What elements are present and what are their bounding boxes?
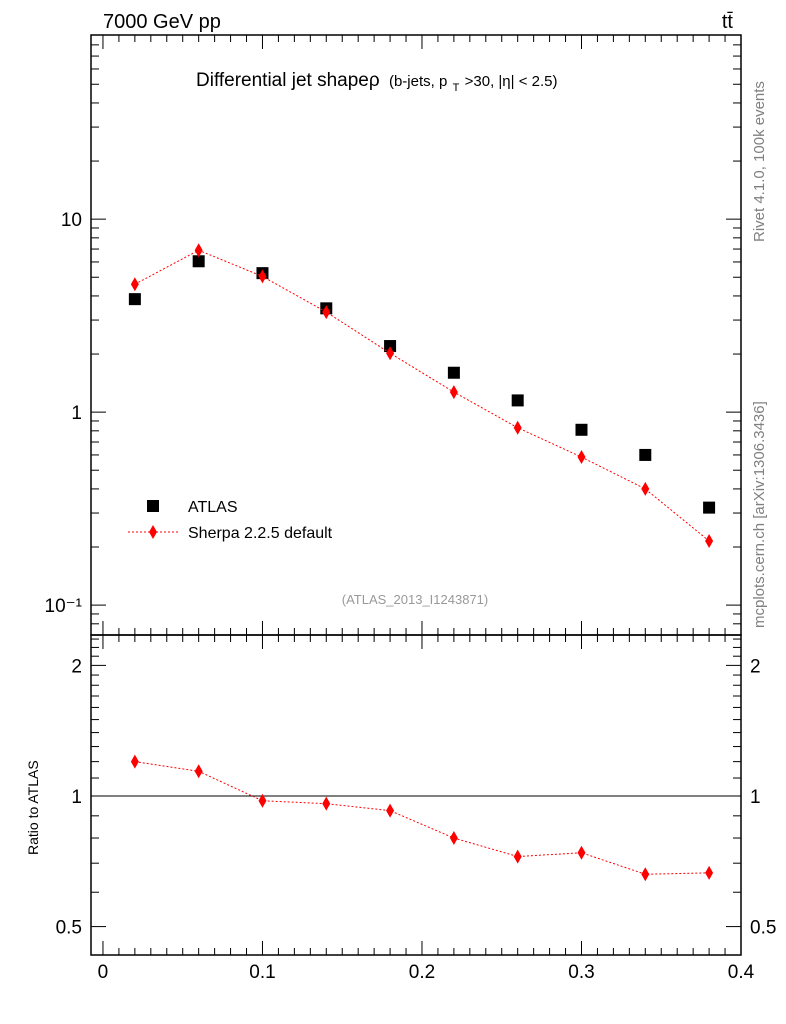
plot-title: Differential jet shapeρ (b-jets, p T >30… <box>196 70 557 96</box>
ratio-sherpa-point <box>641 867 650 882</box>
ratio-ylabel: Ratio to ATLAS <box>25 760 41 855</box>
x-tick-label: 0.3 <box>568 962 594 983</box>
plot-title-cuts-sub: T <box>453 82 460 94</box>
sherpa-data-point <box>449 385 458 400</box>
main-axes: 10⁻¹ 1 10 <box>45 34 742 636</box>
ratio-y-tick-label-right: 2 <box>750 656 761 677</box>
legend-sherpa-marker <box>149 525 157 539</box>
atlas-data-point <box>128 293 141 306</box>
ratio-y-tick-label: 2 <box>71 656 82 677</box>
rivet-version-label: Rivet 4.1.0, 100k events <box>751 81 768 242</box>
main-plot-frame <box>90 34 742 636</box>
y-tick-label: 1 <box>71 403 82 424</box>
x-tick-label: 0.2 <box>409 962 435 983</box>
main-series <box>128 243 716 548</box>
ratio-sherpa-point <box>130 754 139 769</box>
ratio-sherpa-point <box>577 845 586 860</box>
atlas-data-point <box>511 394 524 407</box>
plot-title-cuts-tail: >30, |η| < 2.5) <box>465 73 558 90</box>
legend-sherpa-label: Sherpa 2.2.5 default <box>188 525 333 542</box>
x-tick-label: 0 <box>98 962 109 983</box>
atlas-data-point <box>703 501 716 514</box>
ratio-sherpa-point <box>322 796 331 811</box>
ratio-plot-frame <box>90 634 742 956</box>
ratio-sherpa-point <box>705 865 714 880</box>
process-label: tt̄ <box>722 11 734 33</box>
ratio-sherpa-point <box>386 803 395 818</box>
plot-title-cuts: (b-jets, p <box>389 73 447 90</box>
ratio-axes: 0 0.1 0.2 0.3 0.4 0.5 0.5 1 1 2 2 <box>56 635 776 983</box>
ratio-y-tick-label: 0.5 <box>56 918 82 939</box>
atlas-data-point <box>575 423 588 436</box>
y-tick-label: 10⁻¹ <box>45 596 83 617</box>
ratio-sherpa-point <box>194 764 203 779</box>
sherpa-data-point <box>130 277 139 292</box>
sherpa-data-point <box>513 420 522 435</box>
ratio-y-tick-label: 1 <box>71 787 82 808</box>
sherpa-data-point <box>194 243 203 258</box>
sherpa-data-point <box>258 269 267 284</box>
ratio-sherpa-line <box>134 761 710 875</box>
atlas-data-point <box>192 255 205 268</box>
y-tick-label: 10 <box>61 210 82 231</box>
sherpa-data-point <box>641 481 650 496</box>
x-tick-label: 0.1 <box>249 962 275 983</box>
legend-atlas-label: ATLAS <box>188 499 238 516</box>
energy-label: 7000 GeV pp <box>103 11 221 33</box>
legend-atlas-marker <box>147 500 159 512</box>
atlas-data-point <box>639 448 652 461</box>
plot-title-main: Differential jet shapeρ <box>196 70 380 91</box>
sherpa-data-point <box>386 346 395 361</box>
x-tick-label: 0.4 <box>728 962 755 983</box>
atlas-data-point <box>447 366 460 379</box>
sherpa-data-point <box>577 450 586 465</box>
ratio-y-tick-label-right: 1 <box>750 787 761 808</box>
ratio-sherpa-point <box>258 793 267 808</box>
ratio-series <box>130 754 714 882</box>
ratio-sherpa-point <box>449 831 458 846</box>
sherpa-data-point <box>705 533 714 548</box>
analysis-watermark: (ATLAS_2013_I1243871) <box>342 592 488 607</box>
sherpa-line <box>134 249 710 542</box>
sherpa-data-point <box>322 305 331 320</box>
atlas-data-point <box>384 340 397 353</box>
legend: ATLAS Sherpa 2.2.5 default <box>128 499 333 542</box>
mcplots-reference-label: mcplots.cern.ch [arXiv:1306.3436] <box>751 401 768 628</box>
ratio-y-tick-label-right: 0.5 <box>750 918 776 939</box>
ratio-sherpa-point <box>513 849 522 864</box>
